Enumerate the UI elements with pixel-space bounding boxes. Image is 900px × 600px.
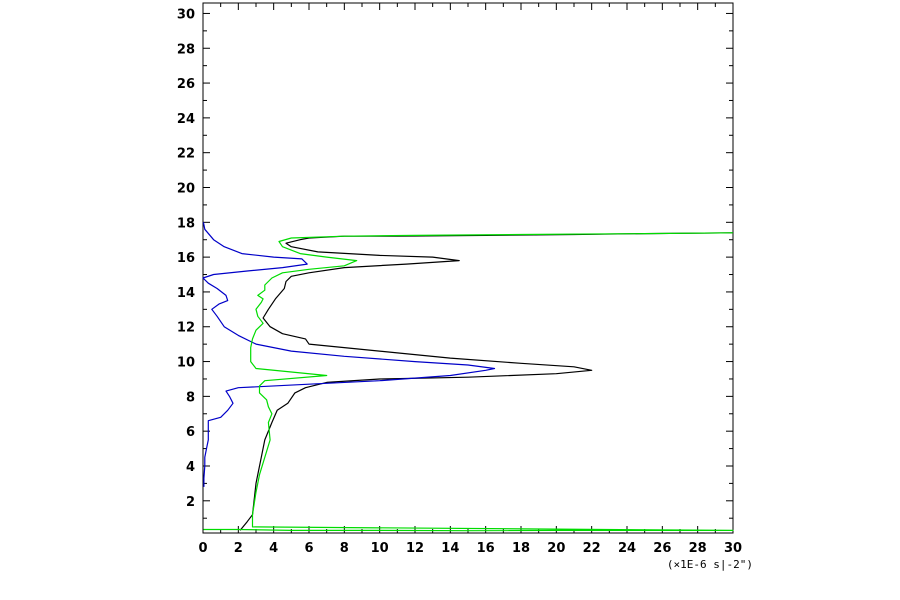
series-line-2: [202, 222, 496, 487]
y-tick-label: 2: [186, 495, 195, 510]
x-axis: 0 2 4 6 8 10 12 14 16 18 20 22 24 26 28 30: [198, 3, 742, 556]
x-tick-label: 12: [406, 541, 424, 556]
y-tick-label: 10: [177, 356, 195, 371]
y-tick-label: 8: [186, 390, 195, 405]
y-minor-ticks: [203, 30, 733, 519]
y-tick-label: 30: [177, 7, 195, 22]
x-tick-label: 24: [618, 541, 636, 556]
x-tick-label: 16: [477, 541, 495, 556]
x-tick-label: 6: [304, 541, 313, 556]
x-tick-label: 0: [198, 541, 207, 556]
y-tick-label: 24: [177, 112, 195, 127]
x-minor-ticks: [220, 3, 716, 533]
y-tick-label: 14: [177, 286, 195, 301]
y-tick-label: 20: [177, 181, 195, 196]
y-tick-label: 12: [177, 321, 195, 336]
series-layer: [202, 222, 734, 532]
x-tick-label: 4: [269, 541, 278, 556]
y-tick-label: 26: [177, 77, 195, 92]
y-tick-label: 18: [177, 216, 195, 231]
series-line-3: [203, 232, 734, 532]
x-unit-label: (×1E-6 s|-2"): [667, 558, 753, 571]
x-tick-label: 20: [547, 541, 565, 556]
x-tick-label: 28: [689, 541, 707, 556]
x-tick-label: 2: [234, 541, 243, 556]
y-tick-label: 22: [177, 147, 195, 162]
x-tick-label: 18: [512, 541, 530, 556]
x-tick-label: 8: [340, 541, 349, 556]
y-tick-label: 6: [186, 425, 195, 440]
x-tick-label: 26: [653, 541, 671, 556]
x-tick-label: 14: [441, 541, 459, 556]
x-tick-label: 22: [583, 541, 601, 556]
y-tick-label: 28: [177, 42, 195, 57]
series-line-1: [239, 232, 734, 531]
y-tick-label: 4: [186, 460, 195, 475]
x-tick-label: 30: [724, 541, 742, 556]
y-tick-label: 16: [177, 251, 195, 266]
x-tick-label: 10: [371, 541, 389, 556]
